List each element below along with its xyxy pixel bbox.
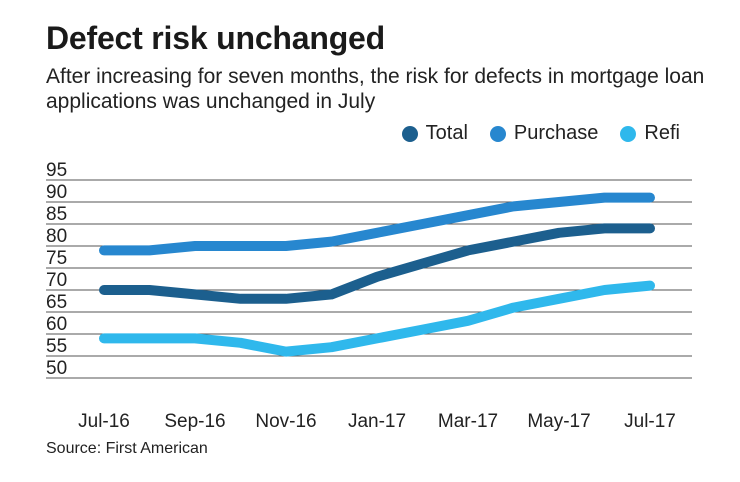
x-tick-label: Jul-17 — [624, 411, 676, 432]
series-line-total — [99, 223, 655, 304]
legend-label-total: Total — [425, 122, 468, 144]
legend-item-total: Total — [401, 122, 468, 145]
source-note: Source: First American — [46, 440, 208, 457]
y-tick-label: 95 — [46, 160, 67, 181]
legend-item-purchase: Purchase — [489, 122, 599, 145]
y-tick-label: 75 — [46, 248, 67, 269]
series-line-refi — [99, 280, 655, 357]
y-tick-label: 50 — [46, 358, 67, 379]
legend-item-refi: Refi — [620, 122, 680, 145]
series-line-purchase — [99, 192, 655, 256]
x-tick-label: May-17 — [527, 411, 590, 432]
x-tick-label: Nov-16 — [255, 411, 316, 432]
y-tick-label: 60 — [46, 314, 67, 335]
y-tick-label: 90 — [46, 182, 67, 203]
legend: Total Purchase Refi — [401, 122, 680, 145]
chart-subtitle: After increasing for seven months, the r… — [46, 65, 705, 113]
legend-label-refi: Refi — [644, 122, 680, 144]
x-tick-label: Mar-17 — [438, 411, 498, 432]
y-tick-label: 80 — [46, 226, 67, 247]
y-tick-label: 85 — [46, 204, 67, 225]
y-tick-label: 70 — [46, 270, 67, 291]
x-tick-label: Jul-16 — [78, 411, 130, 432]
legend-label-purchase: Purchase — [513, 122, 599, 144]
y-tick-label: 55 — [46, 336, 67, 357]
y-tick-label: 65 — [46, 292, 67, 313]
legend-marker-total — [401, 125, 418, 142]
legend-marker-purchase — [489, 125, 506, 142]
chart-title: Defect risk unchanged — [46, 20, 386, 56]
legend-marker-refi — [620, 125, 637, 142]
x-tick-label: Sep-16 — [164, 411, 225, 432]
x-tick-label: Jan-17 — [348, 411, 406, 432]
